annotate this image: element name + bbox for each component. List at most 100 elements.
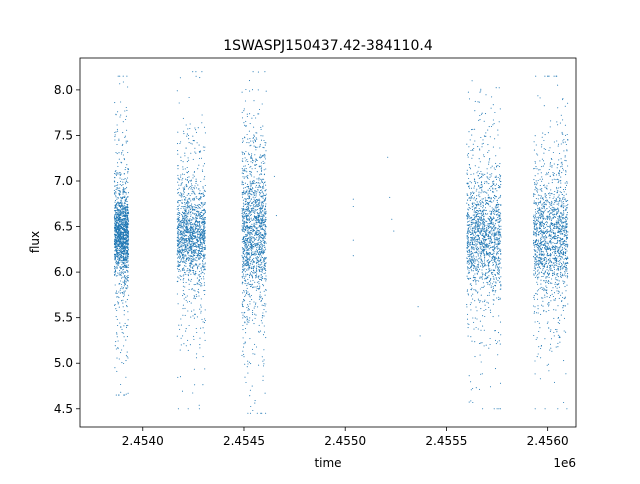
data-point — [252, 229, 254, 231]
data-point — [256, 132, 258, 134]
data-point — [249, 256, 251, 258]
data-point — [256, 229, 258, 231]
data-point — [251, 202, 253, 204]
data-point — [262, 160, 264, 162]
data-point — [258, 251, 260, 254]
data-point — [123, 159, 125, 161]
data-point — [204, 210, 206, 212]
data-point — [250, 171, 252, 173]
data-point — [125, 188, 127, 190]
data-point — [188, 188, 190, 190]
data-point — [189, 243, 191, 245]
data-point — [120, 221, 122, 223]
data-point — [246, 287, 248, 289]
data-point — [194, 225, 196, 227]
data-point — [125, 251, 127, 253]
data-point — [182, 187, 184, 189]
data-point — [245, 215, 247, 217]
data-point — [257, 243, 259, 245]
data-point — [118, 302, 120, 304]
data-point — [249, 213, 251, 215]
data-point — [262, 135, 264, 137]
data-point — [183, 298, 185, 300]
data-point — [122, 240, 124, 242]
data-point — [188, 258, 190, 260]
data-point — [181, 245, 183, 248]
data-point — [124, 202, 126, 205]
data-point — [181, 211, 184, 213]
data-point — [118, 243, 120, 245]
data-point — [180, 250, 182, 252]
data-point — [185, 345, 187, 347]
data-point — [247, 241, 249, 243]
data-point — [498, 266, 500, 268]
data-point — [190, 270, 192, 272]
data-point — [181, 232, 183, 234]
data-point — [186, 229, 188, 231]
data-point — [204, 263, 206, 265]
data-point — [191, 224, 193, 226]
data-point — [124, 211, 126, 213]
data-point — [252, 192, 254, 194]
data-point — [244, 327, 247, 330]
data-point — [183, 254, 185, 256]
data-point — [124, 213, 126, 215]
data-point — [242, 251, 244, 254]
data-point — [203, 163, 206, 165]
data-point — [259, 201, 261, 203]
data-point — [192, 209, 194, 211]
data-point — [181, 206, 183, 208]
data-point — [177, 131, 179, 133]
data-point — [117, 340, 119, 342]
data-point — [481, 173, 483, 175]
data-point — [182, 252, 184, 254]
data-point — [121, 252, 123, 254]
data-point — [119, 266, 121, 268]
data-point — [260, 412, 262, 414]
data-point — [241, 172, 243, 174]
data-point — [485, 268, 487, 271]
data-point — [114, 271, 116, 273]
data-point — [118, 231, 120, 233]
data-point — [258, 179, 260, 181]
data-point — [187, 244, 189, 246]
data-point — [242, 218, 244, 220]
data-point — [496, 190, 498, 192]
data-point — [126, 240, 128, 242]
data-point — [255, 233, 257, 235]
data-point — [123, 252, 125, 254]
data-point — [195, 249, 197, 251]
data-point — [184, 199, 186, 201]
data-point — [199, 257, 201, 259]
data-point — [181, 219, 183, 221]
data-point — [261, 263, 263, 265]
data-point — [120, 391, 122, 393]
data-point — [263, 178, 265, 180]
data-point — [184, 155, 186, 157]
data-point — [247, 218, 249, 220]
data-point — [127, 239, 129, 241]
data-point — [123, 294, 125, 296]
data-point — [121, 222, 123, 224]
data-point — [190, 257, 192, 260]
data-point — [255, 193, 257, 195]
data-point — [117, 241, 120, 243]
data-point — [242, 271, 244, 273]
data-point — [120, 249, 122, 251]
data-point — [185, 147, 187, 149]
data-point — [191, 207, 193, 209]
data-point — [183, 269, 186, 271]
data-point — [189, 127, 191, 130]
data-point — [182, 281, 184, 283]
data-point — [115, 174, 118, 176]
data-point — [243, 356, 245, 358]
data-point — [475, 181, 477, 183]
data-point — [245, 292, 248, 294]
data-point — [252, 140, 254, 142]
data-point — [186, 232, 189, 234]
data-point — [178, 256, 180, 258]
data-point — [200, 256, 202, 259]
data-point — [251, 233, 253, 235]
data-point — [466, 173, 468, 176]
data-point — [118, 218, 120, 220]
